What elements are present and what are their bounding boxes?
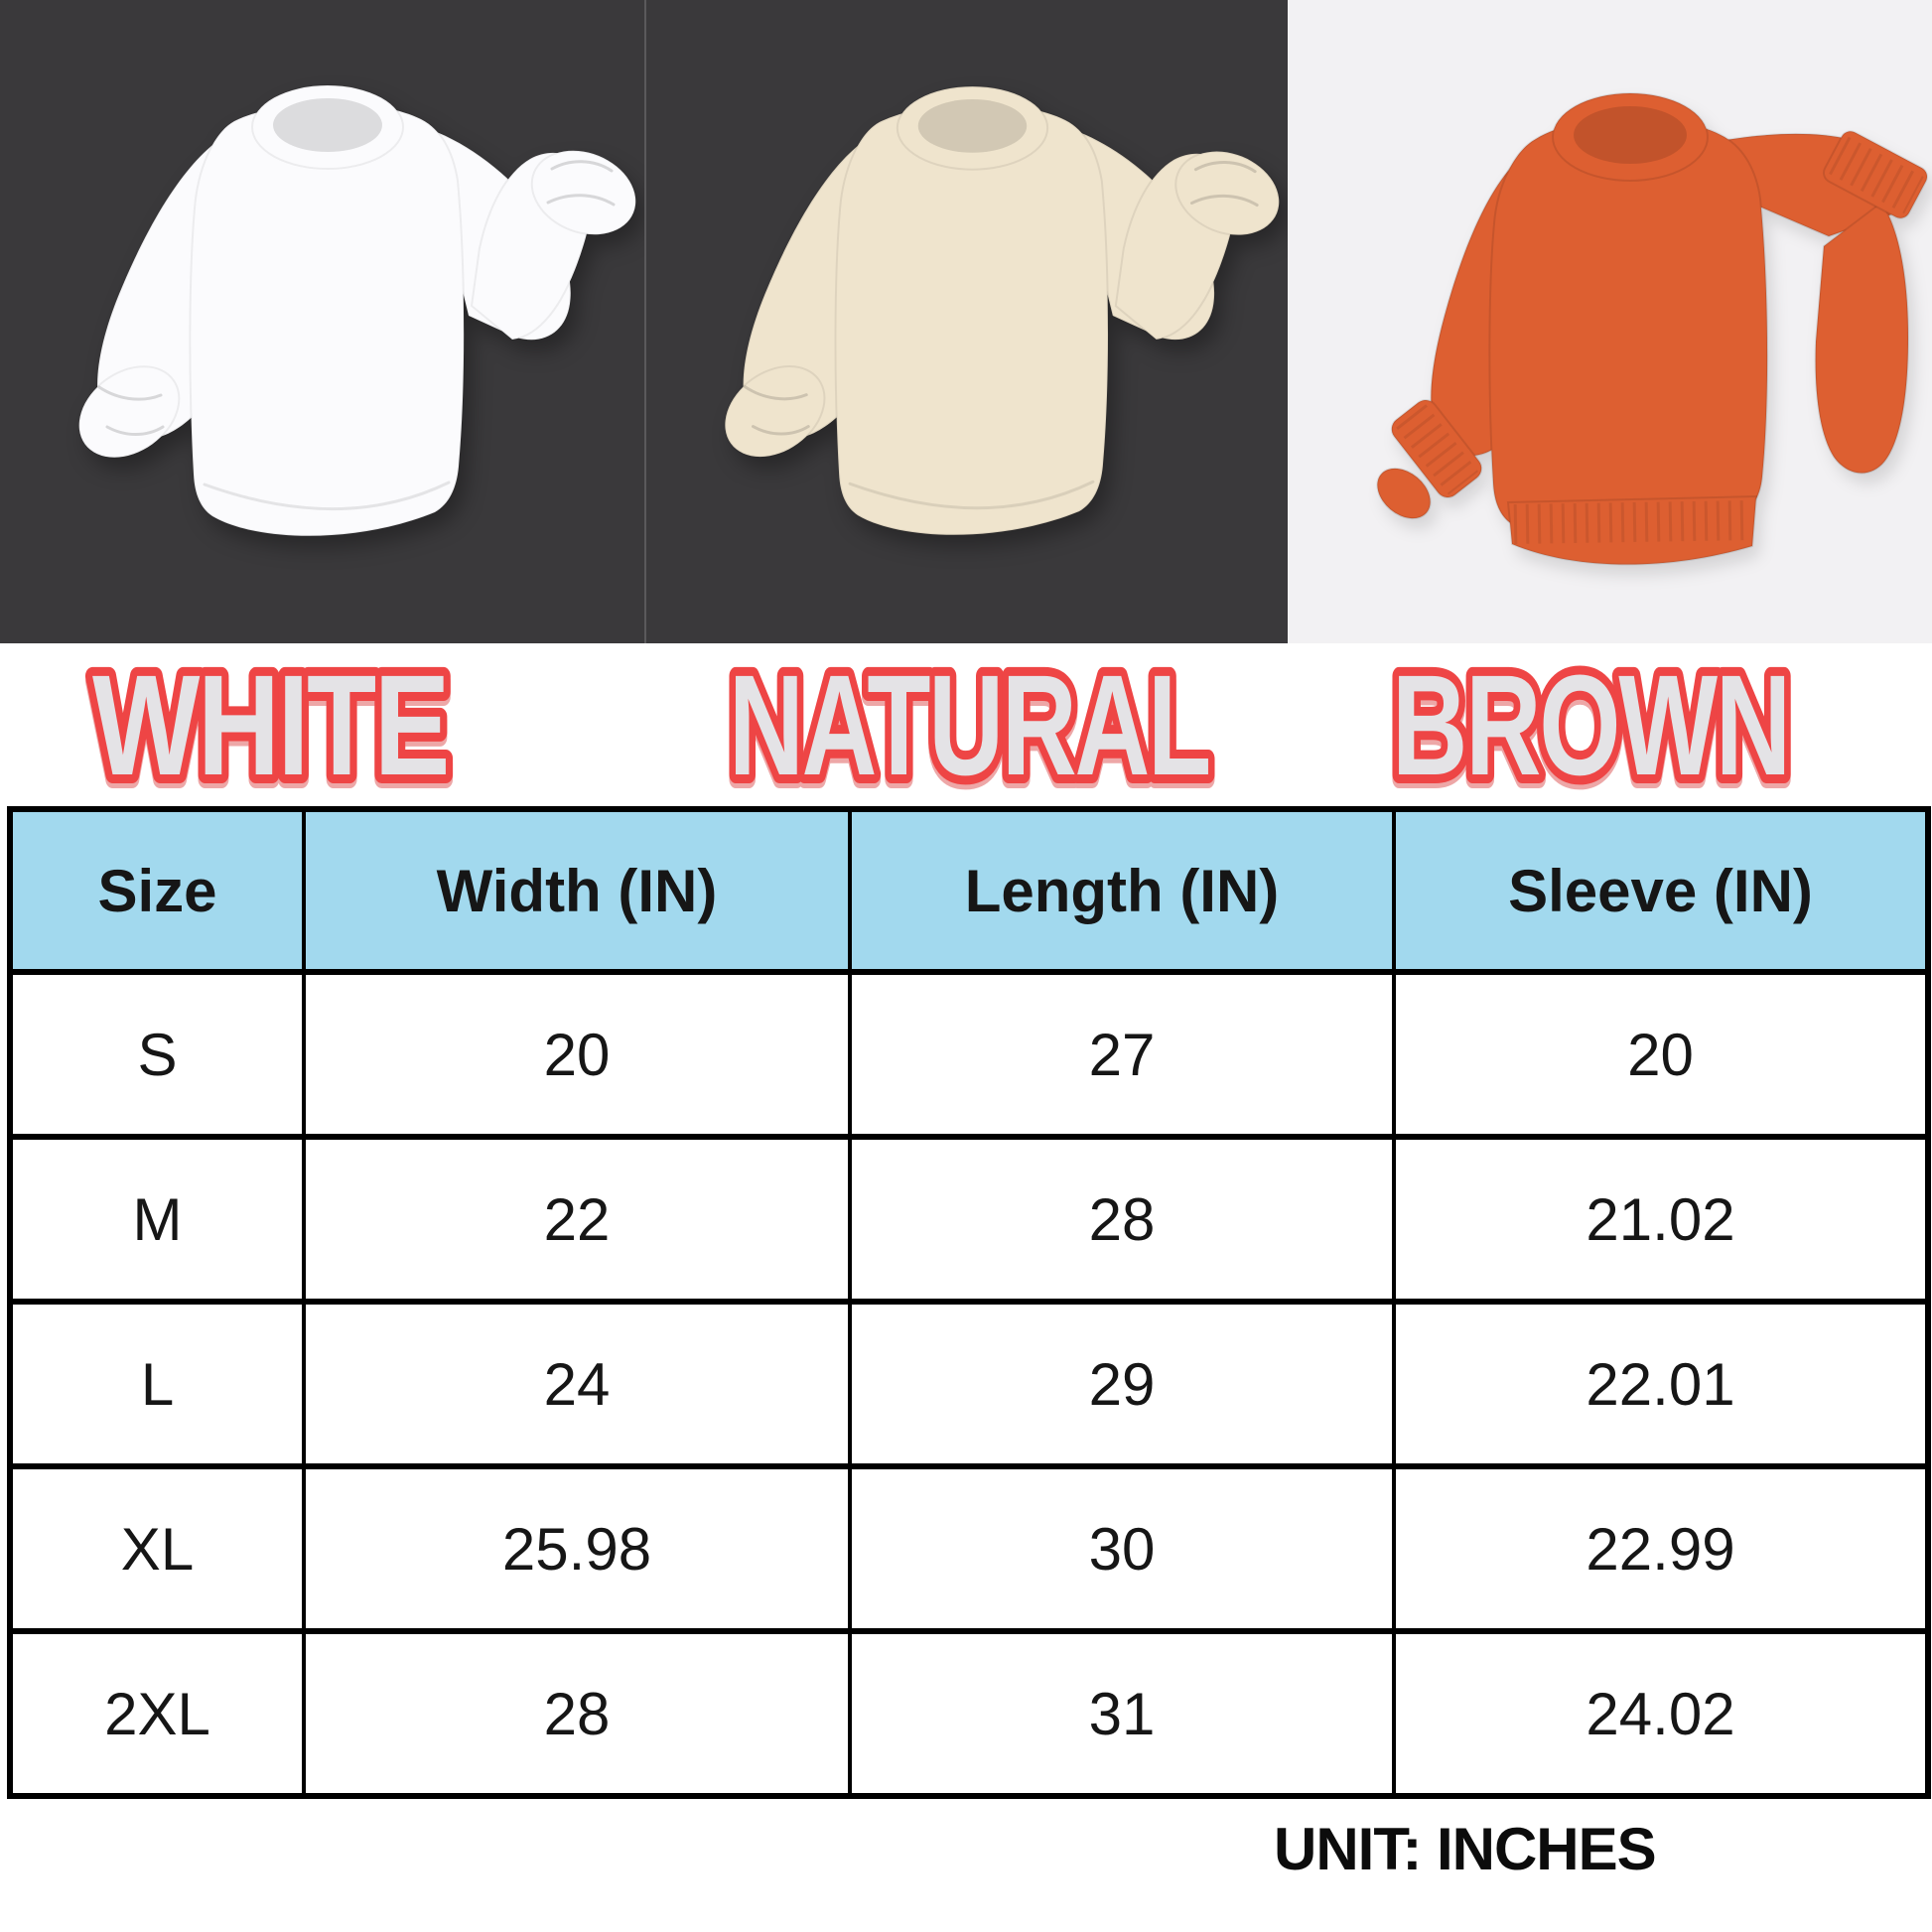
cuff-left-fold-line xyxy=(744,385,810,436)
table-row-xl: XL 25.98 30 22.99 xyxy=(8,1463,1930,1634)
hem-seam xyxy=(848,480,1095,510)
width-cell: 20 xyxy=(302,969,852,1140)
width-cell: 28 xyxy=(302,1628,852,1799)
size-cell: L xyxy=(8,1299,306,1469)
cuff-left-tip xyxy=(1376,467,1432,520)
cuff-right-rolled xyxy=(530,149,637,236)
product-photo-white xyxy=(0,0,644,643)
product-photo-natural xyxy=(644,0,1288,643)
hem-seam xyxy=(203,481,451,510)
collar-opening xyxy=(917,99,1028,153)
length-cell: 30 xyxy=(848,1463,1396,1634)
cuff-left-rolled xyxy=(77,365,181,459)
brown-sweatshirt-illustration xyxy=(1376,92,1929,566)
cuff-right-rolled xyxy=(1174,150,1281,236)
table-row-s: S 20 27 20 xyxy=(8,969,1930,1140)
hem-ribbed-band xyxy=(1506,494,1758,566)
torso xyxy=(834,102,1110,536)
table-row-m: M 22 28 21.02 xyxy=(8,1134,1930,1305)
size-chart-body: S 20 27 20 M 22 28 21.02 L 24 29 22.01 X… xyxy=(8,969,1930,1799)
collar xyxy=(251,84,404,170)
col-header-sleeve: Sleeve (IN) xyxy=(1392,807,1930,974)
sweatshirt xyxy=(1376,92,1929,566)
sweatshirt xyxy=(77,84,637,537)
size-chart-table: Size Width (IN) Length (IN) Sleeve (IN) … xyxy=(7,806,1931,1799)
cuff-left-fold-line xyxy=(97,385,165,436)
table-row-l: L 24 29 22.01 xyxy=(8,1299,1930,1469)
cuff-right-fold-line xyxy=(1189,161,1259,207)
sleeve-cell: 20 xyxy=(1392,969,1930,1140)
unit-note: UNIT: INCHES xyxy=(1274,1816,1657,1882)
product-photos xyxy=(0,0,1932,643)
cuff-left-ribbed xyxy=(1390,399,1483,498)
footer: UNIT: INCHES xyxy=(0,1799,1932,1912)
length-cell: 31 xyxy=(848,1628,1396,1799)
size-cell: XL xyxy=(8,1463,306,1634)
size-cell: 2XL xyxy=(8,1628,306,1799)
width-cell: 22 xyxy=(302,1134,852,1305)
col-header-width: Width (IN) xyxy=(302,807,852,974)
table-row-2xl: 2XL 28 31 24.02 xyxy=(8,1628,1930,1799)
sleeve-right-forearm xyxy=(1814,201,1910,475)
color-label-white: WHITE xyxy=(92,645,448,805)
color-label-natural: NATURAL xyxy=(729,645,1209,805)
sleeve-cell: 22.01 xyxy=(1392,1299,1930,1469)
size-cell: S xyxy=(8,969,306,1140)
color-labels-graphic: WHITE NATURAL BROWN xyxy=(83,643,1801,806)
collar xyxy=(896,85,1049,171)
cuff-right-ribbed xyxy=(1822,130,1929,219)
color-label-brown: BROWN xyxy=(1392,645,1789,805)
cuff-right-fold-line xyxy=(546,160,616,207)
product-photo-brown xyxy=(1288,0,1932,643)
col-header-size: Size xyxy=(8,807,306,974)
white-sweatshirt-illustration xyxy=(77,84,637,537)
collar-opening xyxy=(1574,106,1687,164)
collar xyxy=(1552,92,1709,182)
torso xyxy=(189,101,466,537)
sleeve-cell: 24.02 xyxy=(1392,1628,1930,1799)
width-cell: 25.98 xyxy=(302,1463,852,1634)
length-cell: 27 xyxy=(848,969,1396,1140)
cuff-left-rolled xyxy=(724,365,826,459)
size-chart-header: Size Width (IN) Length (IN) Sleeve (IN) xyxy=(8,807,1930,974)
torso xyxy=(1488,116,1769,545)
sleeve-cell: 22.99 xyxy=(1392,1463,1930,1634)
width-cell: 24 xyxy=(302,1299,852,1469)
header-row: Size Width (IN) Length (IN) Sleeve (IN) xyxy=(8,807,1930,974)
sleeve-cell: 21.02 xyxy=(1392,1134,1930,1305)
length-cell: 28 xyxy=(848,1134,1396,1305)
length-cell: 29 xyxy=(848,1299,1396,1469)
natural-sweatshirt-illustration xyxy=(724,85,1281,536)
sweatshirt xyxy=(724,85,1281,536)
size-cell: M xyxy=(8,1134,306,1305)
color-labels: WHITE NATURAL BROWN xyxy=(0,643,1932,806)
collar-opening xyxy=(273,98,382,152)
col-header-length: Length (IN) xyxy=(848,807,1396,974)
